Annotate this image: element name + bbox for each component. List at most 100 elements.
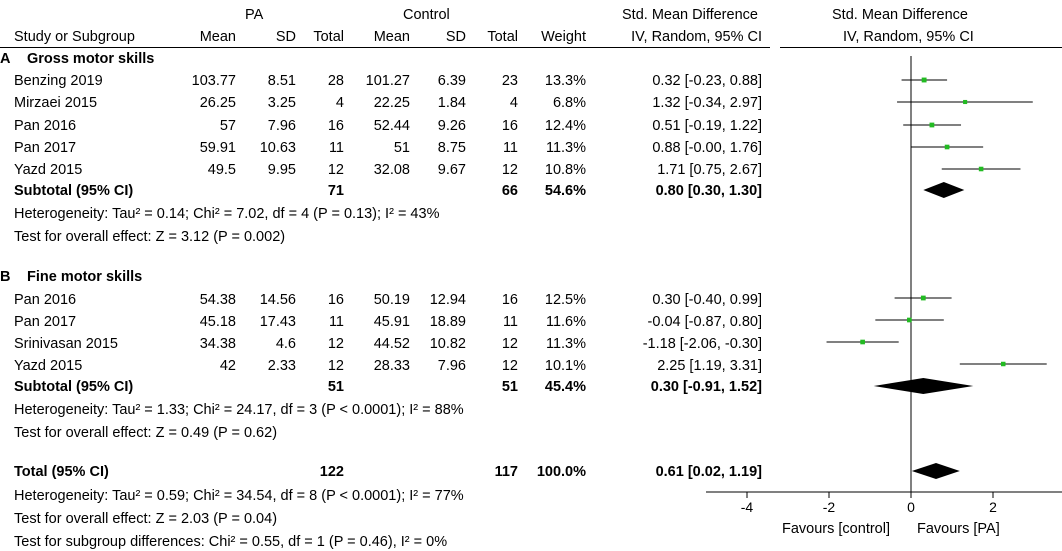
pa-mean: 42 <box>219 358 236 374</box>
c-sd: 7.96 <box>437 358 466 374</box>
weight: 12.5% <box>544 292 586 308</box>
pa-total: 11 <box>328 140 344 156</box>
weight: 6.8% <box>552 95 586 111</box>
summary-diamond <box>911 463 960 479</box>
c-total: 16 <box>501 292 518 308</box>
c-mean: 101.27 <box>365 73 410 89</box>
weight: 12.4% <box>544 118 586 134</box>
study-point-marker <box>929 122 935 128</box>
c-mean-header: Mean <box>373 29 410 45</box>
smd-header-right: Std. Mean Difference <box>832 7 968 23</box>
c-total: 16 <box>501 118 518 134</box>
c-sd-header: SD <box>445 29 466 45</box>
c-sd: 9.67 <box>437 162 466 178</box>
study-name: Pan 2016 <box>14 118 77 134</box>
study-col-header: Study or Subgroup <box>14 29 135 45</box>
x-tick-label: -4 <box>741 499 754 515</box>
study-point-marker <box>907 317 912 323</box>
total-weight: 100.0% <box>536 464 586 480</box>
c-total: 4 <box>509 95 518 111</box>
subtotal-a-c-total: 66 <box>501 183 518 199</box>
pa-sd: 7.96 <box>267 118 296 134</box>
summary-diamond <box>873 378 974 394</box>
pa-mean: 49.5 <box>207 162 236 178</box>
c-sd: 8.75 <box>437 140 466 156</box>
c-sd: 9.26 <box>437 118 466 134</box>
smd-header-left: Std. Mean Difference <box>622 7 758 23</box>
group-b-title: Fine motor skills <box>27 269 143 285</box>
heterogeneity-b: Heterogeneity: Tau² = 1.33; Chi² = 24.17… <box>14 402 464 418</box>
pa-sd: 9.95 <box>267 162 296 178</box>
subgroup-differences: Test for subgroup differences: Chi² = 0.… <box>14 534 448 550</box>
subtotal-b-label: Subtotal (95% CI) <box>14 379 134 395</box>
c-total: 23 <box>501 73 518 89</box>
pa-total: 16 <box>327 118 344 134</box>
c-mean: 45.91 <box>373 314 410 330</box>
pa-header: PA <box>245 7 264 23</box>
overall-effect-b: Test for overall effect: Z = 0.49 (P = 0… <box>14 425 278 441</box>
pa-sd: 17.43 <box>259 314 296 330</box>
pa-mean: 59.91 <box>199 140 236 156</box>
subtotal-a-pa-total: 71 <box>327 183 344 199</box>
c-sd: 18.89 <box>429 314 466 330</box>
c-sd: 10.82 <box>429 336 466 352</box>
pa-total: 4 <box>335 95 344 111</box>
study-name: Pan 2016 <box>14 292 77 308</box>
subtotal-b-c-total: 51 <box>501 379 518 395</box>
weight: 11.3% <box>545 140 586 156</box>
pa-mean: 26.25 <box>199 95 236 111</box>
study-name: Srinivasan 2015 <box>14 336 118 352</box>
ci-header-right: IV, Random, 95% CI <box>843 29 974 45</box>
pa-sd: 3.25 <box>267 95 296 111</box>
weight: 10.8% <box>544 162 586 178</box>
pa-total-header: Total <box>313 29 344 45</box>
c-total-header: Total <box>487 29 518 45</box>
c-mean: 32.08 <box>373 162 410 178</box>
subtotal-b-pa-total: 51 <box>327 379 344 395</box>
c-total: 11 <box>502 314 518 330</box>
overall-effect-total: Test for overall effect: Z = 2.03 (P = 0… <box>14 511 278 527</box>
x-tick-label: 0 <box>907 499 915 515</box>
c-total: 12 <box>501 162 518 178</box>
study-name: Yazd 2015 <box>14 162 83 178</box>
total-ci: 0.61 [0.02, 1.19] <box>655 464 762 480</box>
c-sd: 1.84 <box>437 95 466 111</box>
weight: 11.6% <box>545 314 586 330</box>
ci: 1.32 [-0.34, 2.97] <box>652 95 762 111</box>
subtotal-b-ci: 0.30 [-0.91, 1.52] <box>650 379 762 395</box>
group-a-title: Gross motor skills <box>27 51 155 67</box>
c-total: 11 <box>502 140 518 156</box>
header-rule-left <box>0 47 770 48</box>
study-point-marker <box>944 144 950 150</box>
study-point-marker <box>1001 361 1006 367</box>
x-tick-label: 2 <box>989 499 997 515</box>
total-pa: 122 <box>319 464 344 480</box>
pa-sd-header: SD <box>275 29 296 45</box>
study-point-marker <box>921 77 927 83</box>
weight: 10.1% <box>544 358 586 374</box>
study-name: Pan 2017 <box>14 314 77 330</box>
study-name: Mirzaei 2015 <box>14 95 98 111</box>
summary-diamond <box>923 182 965 198</box>
pa-mean: 45.18 <box>199 314 236 330</box>
subtotal-a-label: Subtotal (95% CI) <box>14 183 134 199</box>
group-a-letter: A <box>0 51 11 67</box>
study-point-marker <box>920 295 926 301</box>
pa-mean-header: Mean <box>199 29 236 45</box>
c-mean: 44.52 <box>373 336 410 352</box>
favours-pa-label: Favours [PA] <box>917 521 1000 537</box>
ci: -1.18 [-2.06, -0.30] <box>642 336 762 352</box>
pa-sd: 2.33 <box>267 358 296 374</box>
favours-control-label: Favours [control] <box>782 521 890 537</box>
heterogeneity-total: Heterogeneity: Tau² = 0.59; Chi² = 34.54… <box>14 488 464 504</box>
c-total: 12 <box>501 336 518 352</box>
study-point-marker <box>963 99 968 105</box>
c-mean: 50.19 <box>373 292 410 308</box>
pa-sd: 14.56 <box>259 292 296 308</box>
c-mean: 28.33 <box>373 358 410 374</box>
ci: 0.30 [-0.40, 0.99] <box>652 292 762 308</box>
ci: 0.32 [-0.23, 0.88] <box>652 73 762 89</box>
c-sd: 12.94 <box>429 292 466 308</box>
total-c: 117 <box>494 464 518 480</box>
pa-total: 12 <box>327 358 344 374</box>
